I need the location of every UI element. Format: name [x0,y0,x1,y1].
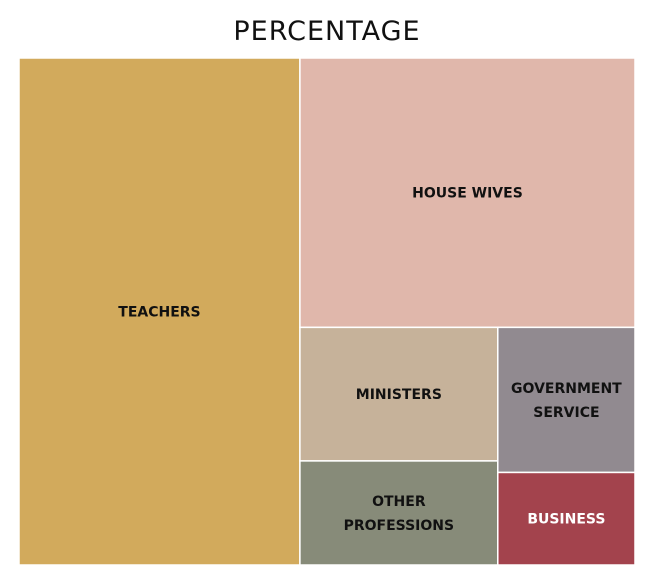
tile-label-house-wives: HOUSE WIVES [412,186,523,202]
tile-other-professions: OTHER PROFESSIONS [299,460,499,566]
tile-rect-house-wives [299,57,636,329]
tile-business: BUSINESS [497,471,636,566]
tile-government-service: GOVERNMENT SERVICE [497,326,636,474]
tile-house-wives: HOUSE WIVES [299,57,636,329]
tile-ministers: MINISTERS [299,326,499,462]
tile-label-ministers: MINISTERS [356,387,442,403]
tile-label-business: BUSINESS [527,512,605,528]
tile-label-teachers: TEACHERS [118,305,200,321]
tile-rect-other-professions [299,460,499,566]
tile-teachers: TEACHERS [18,57,301,566]
tile-label-government-service: GOVERNMENT SERVICE [511,381,622,421]
tile-rect-business [497,471,636,566]
tile-rect-teachers [18,57,301,566]
tile-label-other-professions: OTHER PROFESSIONS [344,494,455,534]
tile-rect-ministers [299,326,499,462]
tile-rect-government-service [497,326,636,474]
chart-title: PERCENTAGE [233,16,421,47]
